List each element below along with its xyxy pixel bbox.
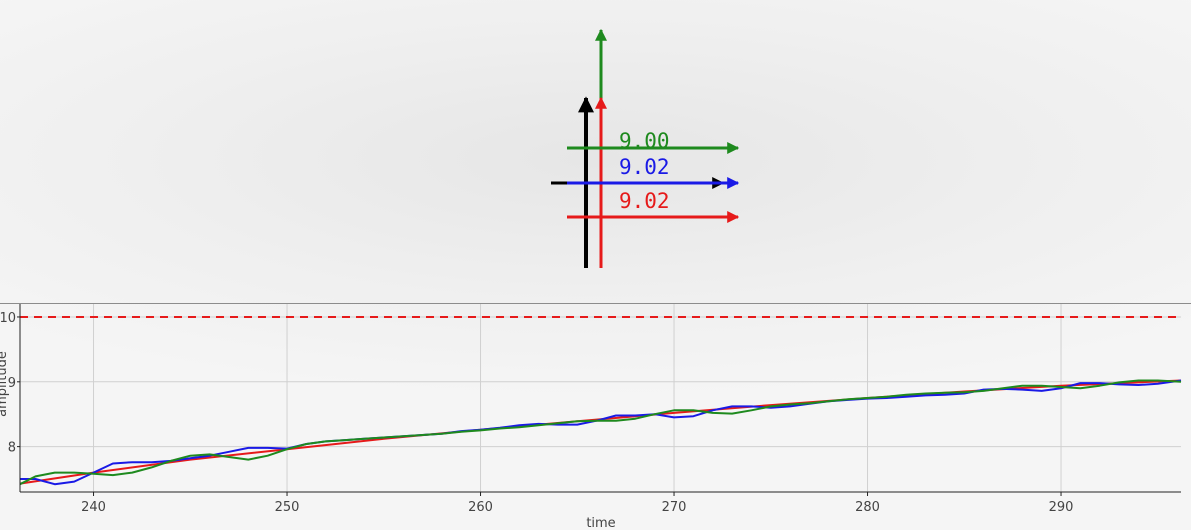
- series-green-line: [19, 379, 1182, 486]
- panel-divider: [0, 303, 1191, 304]
- x-tick-label: 260: [468, 500, 493, 515]
- time-series-panel: 240 250 260 270 280 290 8 9 10 time amplitude: [0, 304, 1191, 530]
- green-readout: 9.00: [619, 129, 670, 153]
- y-axis-label: amplitude: [0, 351, 10, 417]
- x-tick-label: 290: [1049, 500, 1074, 515]
- y-tick-label: 10: [0, 311, 16, 326]
- vector-gauge-panel: 9.00 9.02 9.02: [551, 28, 740, 268]
- tick-labels: 240 250 260 270 280 290 8 9 10: [0, 311, 1073, 515]
- vector-gauge: 9.00 9.02 9.02: [551, 28, 740, 268]
- grid: [20, 304, 1181, 492]
- x-axis-label: time: [586, 516, 615, 530]
- series-lines: [19, 315, 1182, 486]
- y-tick-label: 8: [8, 441, 16, 456]
- x-tick-label: 280: [855, 500, 880, 515]
- axes: [17, 304, 1181, 496]
- time-series-chart: 240 250 260 270 280 290 8 9 10 time amplitude: [0, 304, 1182, 530]
- x-tick-label: 250: [275, 500, 300, 515]
- red-readout: 9.02: [619, 189, 670, 213]
- series-blue-line: [20, 379, 1182, 486]
- x-tick-label: 240: [81, 500, 106, 515]
- y-tick-label: 9: [8, 376, 16, 391]
- x-tick-label: 270: [662, 500, 687, 515]
- blue-readout: 9.02: [619, 155, 670, 179]
- series-red-line: [19, 379, 1182, 485]
